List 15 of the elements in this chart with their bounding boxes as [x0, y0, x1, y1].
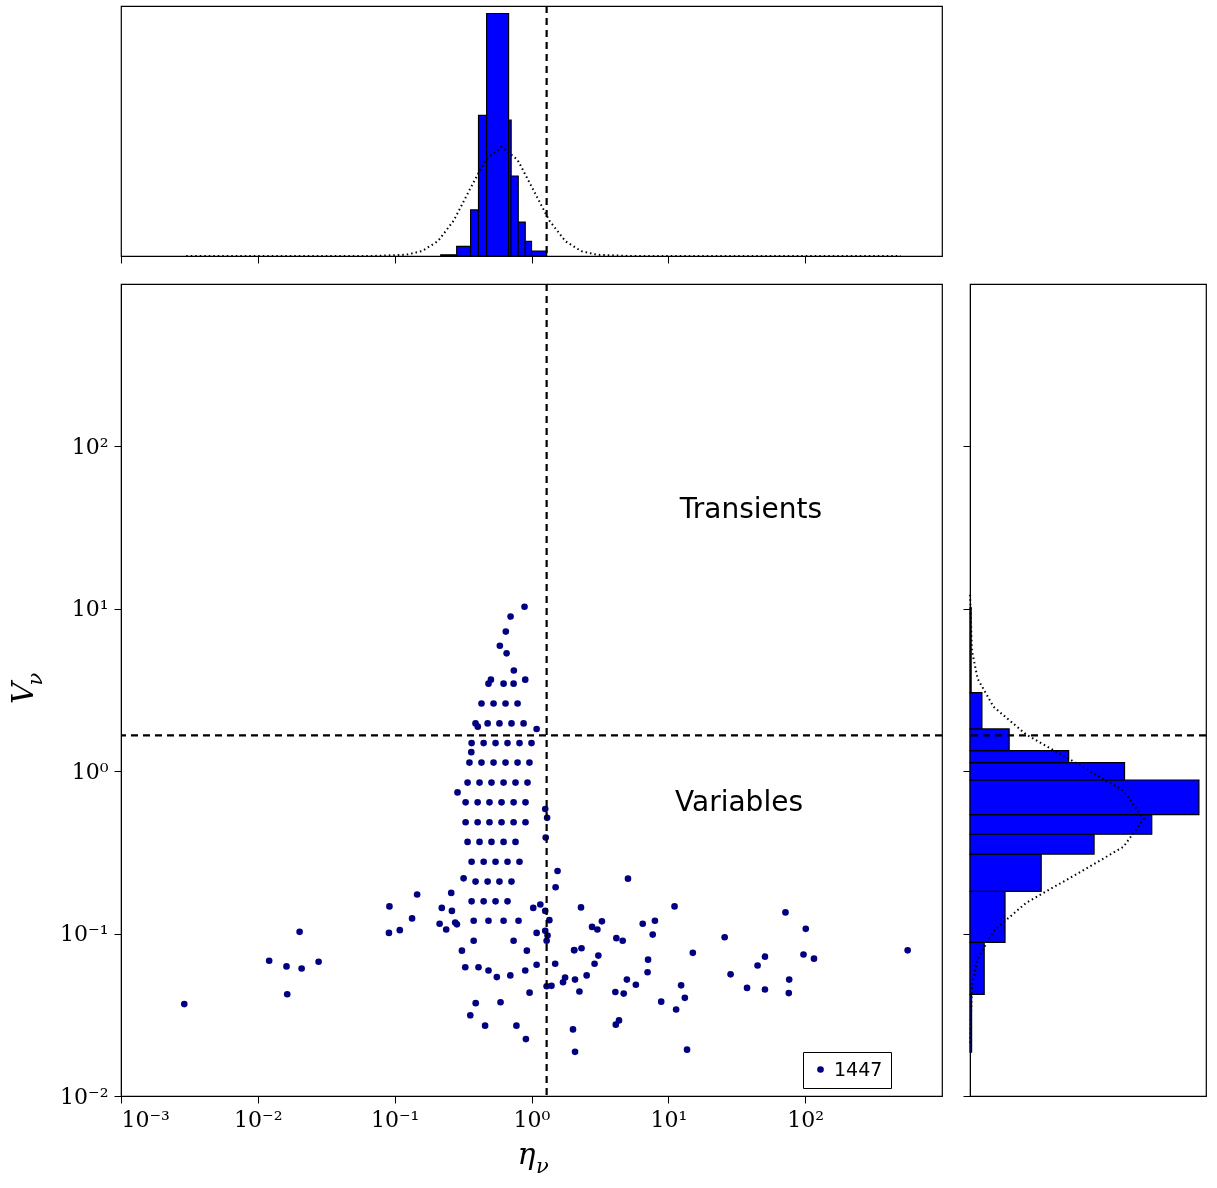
x-tick-label: 10¹ [650, 1106, 688, 1132]
y-axis-title: Vν [5, 672, 47, 704]
x-tick-label: 10⁰ [513, 1106, 551, 1132]
y-tick-label: 10⁰ [71, 758, 109, 784]
x-tick-label: 10² [787, 1106, 825, 1132]
annotation: Transients [678, 492, 823, 525]
x-tick-label: 10⁻² [234, 1106, 283, 1132]
y-tick-label: 10⁻¹ [60, 921, 109, 947]
y-tick-label: 10² [71, 433, 109, 459]
x-tick-label: 10⁻³ [121, 1106, 170, 1132]
annotation: Variables [675, 785, 803, 818]
y-tick-label: 10⁻² [60, 1083, 109, 1109]
x-tick-label: 10⁻¹ [370, 1106, 420, 1132]
y-tick-label: 10¹ [71, 596, 109, 622]
legend-label: 1447 [834, 1057, 883, 1080]
